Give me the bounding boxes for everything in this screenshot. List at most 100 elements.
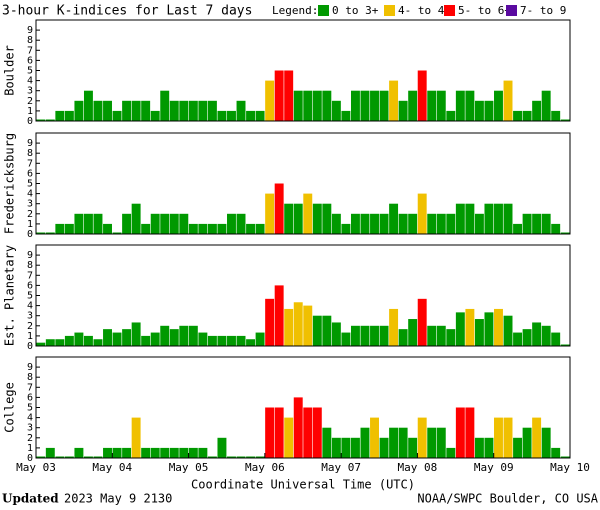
updated-label: Updated — [2, 492, 59, 506]
bar — [522, 427, 532, 458]
bar — [74, 213, 84, 234]
bar — [74, 100, 84, 121]
bar — [331, 100, 341, 121]
bar — [532, 100, 542, 121]
bar — [360, 90, 370, 121]
bar — [284, 417, 294, 458]
bar — [389, 203, 399, 234]
y-tick-label: 7 — [27, 382, 33, 393]
bar — [160, 90, 170, 121]
bar — [64, 335, 74, 346]
bar — [188, 223, 198, 234]
bar — [83, 90, 93, 121]
bar — [522, 213, 532, 234]
y-tick-label: 9 — [27, 362, 33, 373]
bar — [446, 329, 456, 346]
bar — [494, 308, 503, 346]
bar — [522, 110, 532, 121]
bar — [551, 447, 561, 458]
y-tick-label: 5 — [27, 66, 33, 77]
x-axis-label: Coordinate Universal Time (UTC) — [191, 478, 415, 492]
y-tick-label: 1 — [27, 331, 33, 342]
bar — [341, 437, 351, 458]
bar — [465, 90, 475, 121]
y-tick-label: 6 — [27, 280, 33, 291]
bar — [389, 427, 399, 458]
y-tick-label: 7 — [27, 270, 33, 281]
bar — [455, 312, 465, 346]
y-tick-label: 0 — [27, 229, 33, 240]
bar — [160, 447, 170, 458]
bar — [446, 447, 456, 458]
bar — [532, 213, 542, 234]
bar — [370, 90, 379, 121]
bar — [55, 223, 65, 234]
bar — [207, 456, 217, 458]
bar — [93, 339, 103, 346]
bar — [398, 100, 408, 121]
bar — [436, 213, 446, 234]
bar — [284, 308, 294, 346]
x-tick-label: May 09 — [474, 461, 514, 474]
y-tick-label: 1 — [27, 106, 33, 117]
bar — [474, 319, 484, 346]
bar — [436, 325, 446, 346]
y-tick-label: 1 — [27, 443, 33, 454]
bar — [303, 305, 313, 346]
bar — [36, 342, 46, 346]
bar — [312, 203, 322, 234]
bar — [36, 456, 46, 458]
y-tick-label: 8 — [27, 148, 33, 159]
x-tick-label: May 08 — [398, 461, 438, 474]
bar — [474, 437, 484, 458]
bar — [494, 417, 503, 458]
bar — [446, 213, 456, 234]
legend-swatch — [444, 5, 455, 16]
bar — [494, 203, 503, 234]
bar — [541, 427, 551, 458]
bar — [141, 100, 151, 121]
y-tick-label: 3 — [27, 311, 33, 322]
y-tick-label: 5 — [27, 291, 33, 302]
bar — [45, 119, 55, 121]
bar — [207, 100, 217, 121]
bar — [169, 100, 179, 121]
y-tick-label: 1 — [27, 219, 33, 230]
bar — [331, 213, 341, 234]
y-axis-label: Boulder — [3, 45, 17, 96]
bar — [408, 213, 418, 234]
bar — [255, 223, 265, 234]
bar — [246, 456, 256, 458]
bar — [408, 319, 418, 346]
bar — [169, 213, 179, 234]
bar — [360, 213, 370, 234]
bar — [436, 90, 446, 121]
bar — [541, 325, 551, 346]
bar — [484, 100, 494, 121]
bar — [274, 183, 284, 234]
y-tick-label: 2 — [27, 321, 33, 332]
bar — [179, 213, 189, 234]
bar — [503, 315, 513, 346]
bar — [64, 110, 74, 121]
bar — [179, 447, 189, 458]
bar — [503, 417, 513, 458]
bar — [427, 427, 437, 458]
y-tick-label: 8 — [27, 35, 33, 46]
bar — [513, 332, 523, 346]
bar — [141, 335, 151, 346]
y-tick-label: 2 — [27, 209, 33, 220]
updated-time: 2023 May 9 2130 — [64, 492, 172, 506]
bar — [360, 427, 370, 458]
x-tick-label: May 03 — [16, 461, 56, 474]
bar — [350, 213, 360, 234]
bar — [36, 232, 46, 234]
bar — [484, 203, 494, 234]
bar — [455, 407, 465, 458]
bar — [494, 90, 503, 121]
bar — [45, 232, 55, 234]
bar — [513, 110, 523, 121]
bar — [474, 213, 484, 234]
bar — [341, 223, 351, 234]
bar — [141, 223, 151, 234]
